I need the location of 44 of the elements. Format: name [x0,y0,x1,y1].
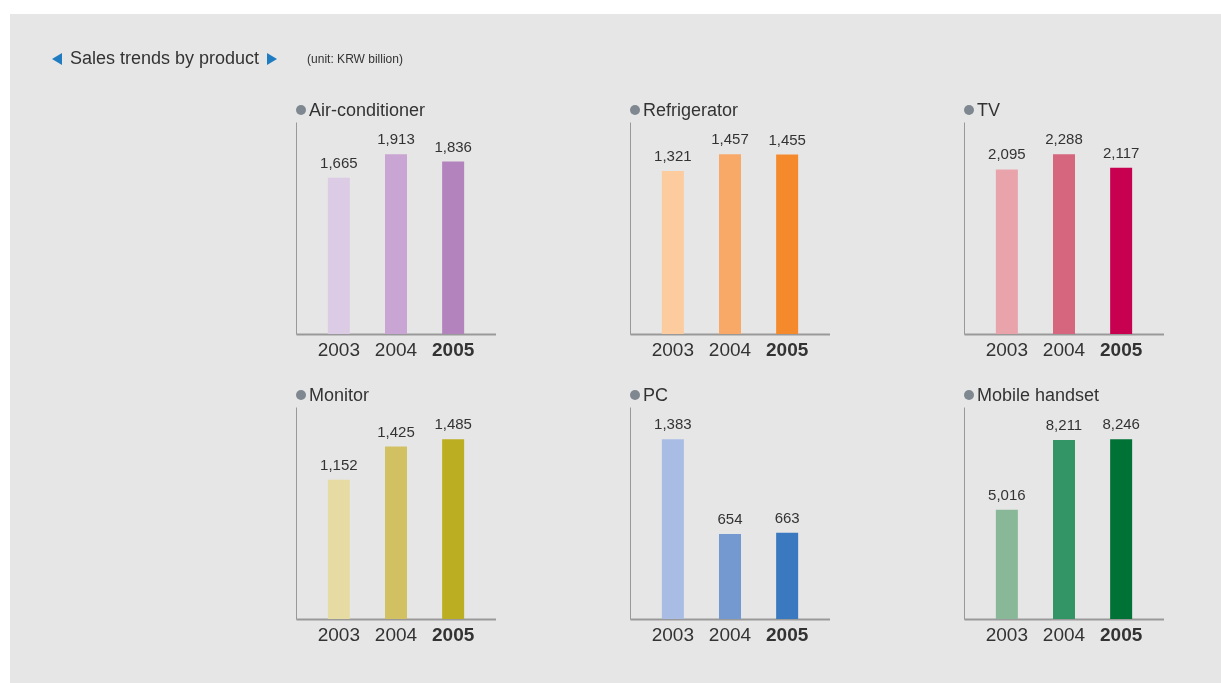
chart-title: Mobile handset [977,384,1100,406]
data-label: 1,913 [377,130,415,148]
x-tick-label: 2005 [432,623,475,645]
data-label: 1,321 [654,147,692,165]
data-label: 654 [717,510,743,528]
x-tick-label: 2004 [708,338,752,360]
x-tick-label: 2004 [374,338,418,360]
text: (unit: KRW billion) [307,51,403,66]
x-tick-label: 2003 [985,338,1028,360]
data-label: 1,665 [320,153,358,171]
x-tick-label: 2003 [317,338,360,360]
data-label: 1,455 [768,130,806,148]
data-label: 8,246 [1102,415,1140,433]
data-label: 1,836 [434,137,472,155]
data-label: 2,288 [1045,130,1083,148]
x-tick-label: 2004 [374,623,418,645]
chart-title: Air-conditioner [309,99,426,121]
x-tick-label: 2005 [1100,338,1143,360]
x-tick-label: 2004 [1042,338,1086,360]
data-label: 5,016 [988,485,1026,503]
chart-title: PC [643,384,669,406]
data-label: 2,117 [1102,143,1140,161]
data-label: 2,095 [988,145,1026,163]
x-tick-label: 2005 [766,623,809,645]
x-tick-label: 2004 [708,623,752,645]
x-tick-label: 2005 [766,338,809,360]
x-tick-label: 2003 [985,623,1028,645]
chart-title: Monitor [309,384,370,406]
x-tick-label: 2005 [1100,623,1143,645]
chart-title: TV [977,99,1001,121]
data-label: 1,425 [377,422,415,440]
data-label: 8,211 [1045,416,1083,434]
x-tick-label: 2003 [317,623,360,645]
x-tick-label: 2004 [1042,623,1086,645]
text: Sales trends by product [70,48,260,69]
data-label: 1,457 [711,130,749,148]
data-label: 1,485 [434,415,472,433]
x-tick-label: 2005 [432,338,475,360]
x-tick-label: 2003 [651,623,694,645]
x-tick-label: 2003 [651,338,694,360]
data-label: 663 [774,508,800,526]
data-label: 1,152 [320,455,358,473]
chart-title: Refrigerator [643,99,739,121]
data-label: 1,383 [654,415,692,433]
